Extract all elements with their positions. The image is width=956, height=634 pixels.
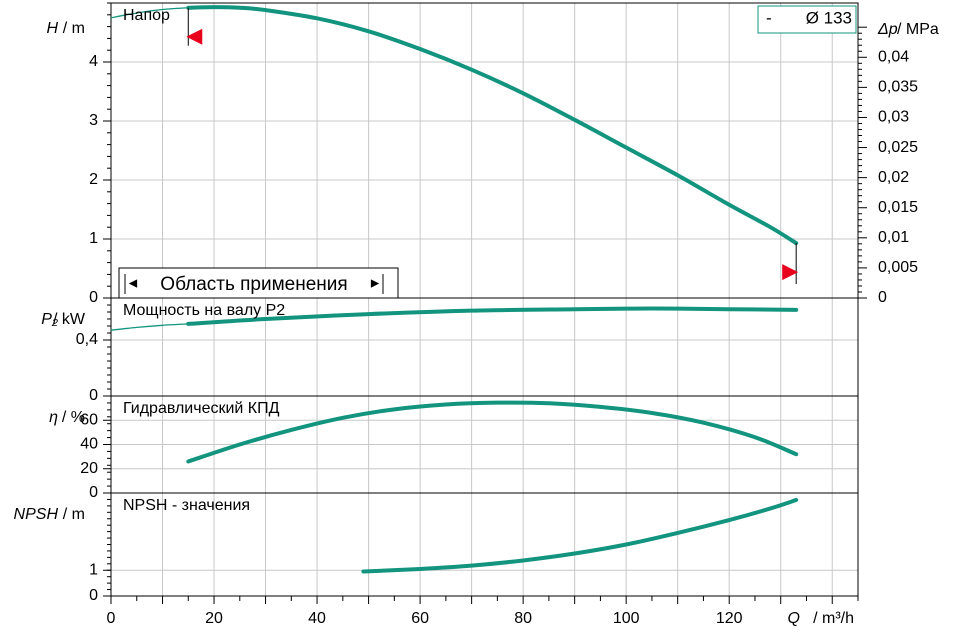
range-end-triangle: [782, 264, 799, 281]
dp-unit: / MPa: [897, 21, 939, 38]
dp-tick-label: 0,04: [878, 48, 909, 65]
x-tick-label: 20: [205, 610, 223, 627]
x-tick-label: 60: [411, 610, 429, 627]
power-curve: [186, 306, 799, 326]
efficiency-curve: [186, 400, 799, 464]
efficiency-y-unit: / %: [62, 409, 85, 426]
efficiency-y-tick-label: 60: [80, 411, 98, 428]
power-y-tick-label: 0,4: [76, 331, 98, 348]
dp-tick-label: 0,035: [878, 79, 918, 96]
dp-tick-label: 0,01: [878, 229, 909, 246]
dp-tick-label: 0,02: [878, 169, 909, 186]
npsh-y-tick-label: 0: [89, 587, 98, 604]
head-y-tick-label: 3: [89, 112, 98, 129]
head-y-symbol: H: [46, 20, 58, 37]
dp-tick-label: 0,005: [878, 259, 918, 276]
npsh-panel-frame: [110, 492, 859, 597]
x-tick-label: 80: [514, 610, 532, 627]
x-tick-label: 0: [107, 610, 116, 627]
efficiency-panel-title: Гидравлический КПД: [123, 400, 280, 417]
efficiency-y-tick-label: 0: [89, 484, 98, 501]
dp-tick-label: 0,03: [878, 109, 909, 126]
npsh-y-tick-label: 1: [89, 561, 98, 578]
legend-label: Ø 133: [806, 8, 852, 27]
application-range-box: [118, 267, 399, 299]
power-curve-extension: [110, 323, 189, 331]
range-markers: [118, 5, 857, 299]
head-panel-title: Напор: [123, 7, 170, 24]
npsh-curve: [361, 497, 799, 574]
legend-box: [757, 5, 857, 34]
app-range-right-arrow: ►: [368, 275, 382, 291]
efficiency-y-tick-label: 20: [80, 460, 98, 477]
x-symbol: Q: [788, 610, 800, 627]
head-curve: [186, 5, 799, 246]
efficiency-y-tick-label: 40: [80, 436, 98, 453]
curves: [110, 5, 799, 574]
dp-tick-label: 0,025: [878, 139, 918, 156]
app-range-label: Область применения: [160, 274, 347, 295]
range-start-triangle: [186, 28, 203, 45]
grid-layer: [111, 3, 858, 596]
power-y-symbol: P₂: [41, 311, 58, 328]
npsh-panel-title: NPSH - значения: [123, 497, 250, 514]
dp-symbol: Δp: [877, 21, 898, 38]
head-y-tick-label: 0: [89, 289, 98, 306]
dp-tick-label: 0,015: [878, 199, 918, 216]
x-unit: / m³/h: [813, 610, 854, 627]
x-tick-label: 120: [716, 610, 743, 627]
head-y-tick-label: 2: [89, 171, 98, 188]
head-y-tick-label: 1: [89, 230, 98, 247]
head-y-tick-label: 4: [89, 53, 98, 70]
x-tick-label: 100: [613, 610, 640, 627]
head-curve-extension: [110, 7, 189, 19]
head-y-unit: / m: [63, 20, 85, 37]
efficiency-y-symbol: η: [49, 409, 58, 426]
npsh-y-unit: / m: [63, 506, 85, 523]
labels: 0 1 2 3 4 Напор / m H 0 0,005 0,01 0,015 0,02 0,025 0,…: [14, 7, 939, 627]
minor-ticks: [103, 2, 867, 604]
head-panel-frame: [110, 2, 859, 299]
legend-dash: -: [766, 8, 772, 27]
npsh-y-symbol: NPSH: [14, 506, 59, 523]
dp-tick-label: 0: [878, 289, 887, 306]
power-panel-title: Мощность на валу P2: [123, 302, 285, 319]
x-tick-label: 40: [308, 610, 326, 627]
app-range-left-arrow: ◄: [126, 275, 140, 291]
power-y-unit: / kW: [53, 311, 86, 328]
power-y-tick-label: 0: [89, 387, 98, 404]
panel-frames: [110, 2, 859, 597]
